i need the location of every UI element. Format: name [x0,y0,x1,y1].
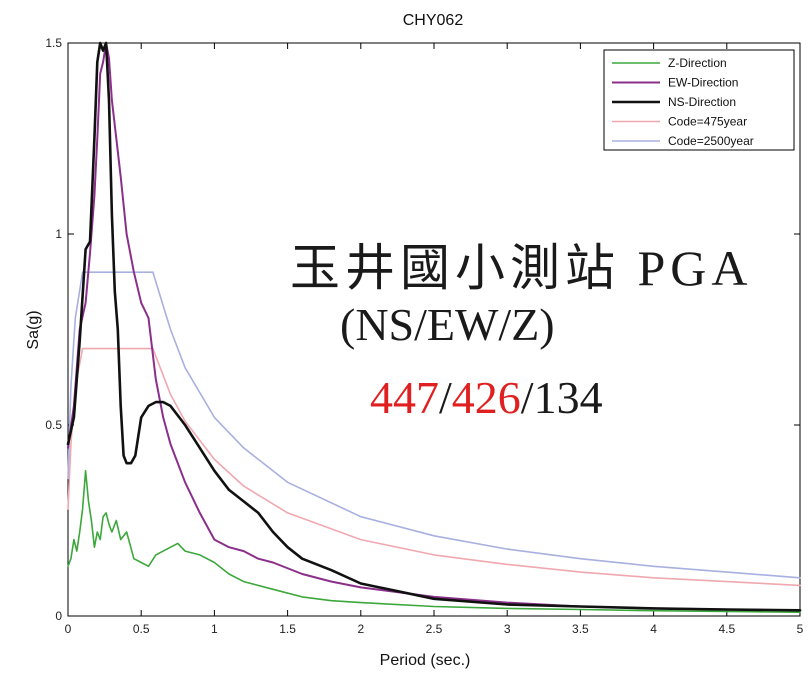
legend-label-ew-direction: EW-Direction [668,76,738,90]
x-tick-label: 5 [797,622,804,636]
legend-label-code-2500year: Code=2500year [668,134,754,148]
x-tick-label: 0.5 [133,622,150,636]
legend-label-z-direction: Z-Direction [668,56,727,70]
annotation-line3: 447/426/134 [370,372,603,423]
y-tick-label: 0.5 [45,418,62,432]
pga-ns-value: 447 [370,372,439,423]
x-tick-label: 1.5 [279,622,296,636]
pga-annotation: 玉井國小測站 PGA (NS/EW/Z) 447/426/134 [290,240,753,423]
x-tick-label: 0 [65,622,72,636]
pga-ew-value: 426 [452,372,521,423]
series-line-ew-direction [67,42,801,612]
series-line-ns-direction [66,41,802,612]
y-tick-label: 1.5 [45,36,62,50]
series-line-code-2500year [67,271,801,579]
x-tick-label: 3 [504,622,511,636]
y-axis-label: Sa(g) [25,310,42,349]
x-tick-label: 2.5 [426,622,443,636]
pga-separator: / [439,372,452,423]
legend-box [603,49,795,151]
annotation-line2: (NS/EW/Z) [340,299,555,350]
chart-title: CHY062 [403,12,464,29]
x-tick-label: 4 [650,622,657,636]
x-tick-label: 4.5 [718,622,735,636]
y-tick-label: 0 [55,609,62,623]
legend: Z-Direction EW-Direction NS-Direction Code=… [603,49,795,151]
pga-z-value: 134 [534,372,603,423]
x-tick-label: 1 [211,622,218,636]
x-tick-label: 2 [357,622,364,636]
legend-label-ns-direction: NS-Direction [668,95,736,109]
pga-separator: / [521,372,534,423]
x-tick-label: 3.5 [572,622,589,636]
axis-ticks: 0 0.5 1 1.5 2 2.5 3 3.5 4 4.5 5 0 0.5 1 1.5 [45,36,803,636]
legend-label-code-475year: Code=475year [668,115,747,129]
series-line-code-475year [67,347,801,587]
series-line-z-direction [67,469,801,614]
y-tick-label: 1 [55,227,62,241]
series-lines [66,41,802,614]
annotation-line1: 玉井國小測站 PGA [290,240,753,296]
x-axis-label: Period (sec.) [380,652,471,669]
